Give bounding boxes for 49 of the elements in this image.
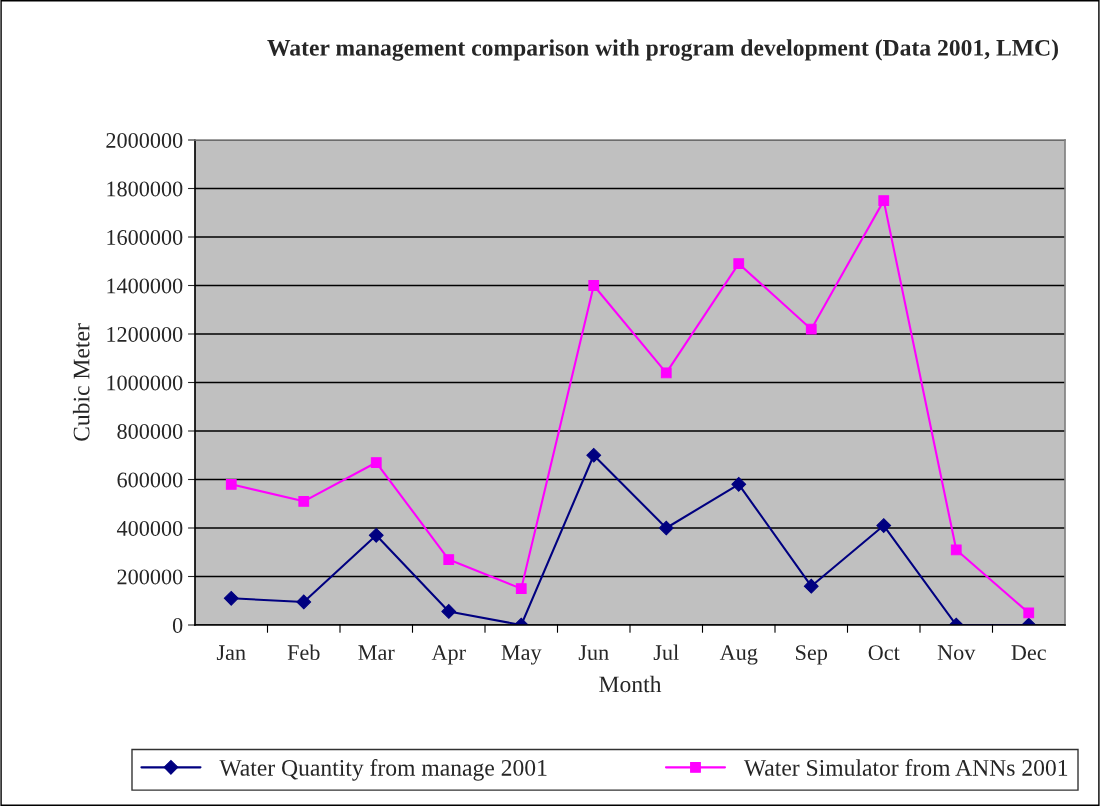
x-tick-label: Apr — [431, 645, 466, 665]
y-tick-label: 800000 — [117, 423, 183, 439]
point — [876, 518, 892, 533]
point — [950, 544, 962, 556]
y-axis-title: Cubic Meter — [72, 323, 90, 441]
point — [441, 604, 457, 619]
y-tick-label: 1200000 — [107, 326, 183, 342]
y-tick-label: 200000 — [117, 569, 183, 585]
y-tick-label: 2000000 — [106, 132, 183, 148]
point — [223, 590, 239, 606]
point — [370, 457, 382, 468]
y-tick-label: 1000000 — [107, 375, 183, 391]
y-tick-label: 1600000 — [107, 229, 183, 245]
point — [586, 447, 602, 463]
y-tick-label: 400000 — [116, 520, 183, 536]
y-tick-label: 1400000 — [107, 278, 183, 294]
point — [588, 280, 600, 291]
point — [298, 495, 310, 507]
y-tick-label: 600000 — [117, 472, 183, 488]
point — [296, 594, 312, 610]
point — [803, 578, 819, 594]
point — [658, 520, 674, 536]
x-tick-label: Feb — [287, 644, 320, 661]
point — [733, 258, 745, 270]
x-tick-label: Jan — [216, 645, 246, 661]
point — [443, 554, 455, 565]
point — [1023, 607, 1035, 619]
x-tick-label: Nov — [937, 645, 976, 661]
x-tick-label: Oct — [868, 645, 900, 661]
point — [515, 583, 527, 595]
point — [878, 195, 890, 207]
point — [660, 367, 672, 379]
x-tick-label: Aug — [719, 645, 758, 665]
legend-label: Water Simulator from ANNs 2001 — [743, 759, 1068, 776]
point — [225, 478, 237, 490]
x-tick-label: Jun — [578, 645, 609, 661]
legend-label: Water Quantity from manage 2001 — [219, 759, 547, 781]
y-tick-label: 0 — [172, 617, 183, 633]
x-tick-label: Mar — [358, 645, 395, 661]
point — [731, 476, 747, 492]
chart-title: Water management comparison with program development (Data 2001, LMC) — [267, 39, 1058, 61]
x-axis-title: Month — [599, 675, 662, 693]
point — [368, 527, 384, 543]
point — [805, 323, 817, 335]
x-tick-label: Sep — [796, 645, 828, 665]
x-tick-label: May — [501, 645, 542, 665]
x-tick-label: Jul — [653, 644, 679, 661]
y-tick-label: 1800000 — [107, 181, 183, 197]
x-tick-label: Dec — [1011, 645, 1046, 661]
